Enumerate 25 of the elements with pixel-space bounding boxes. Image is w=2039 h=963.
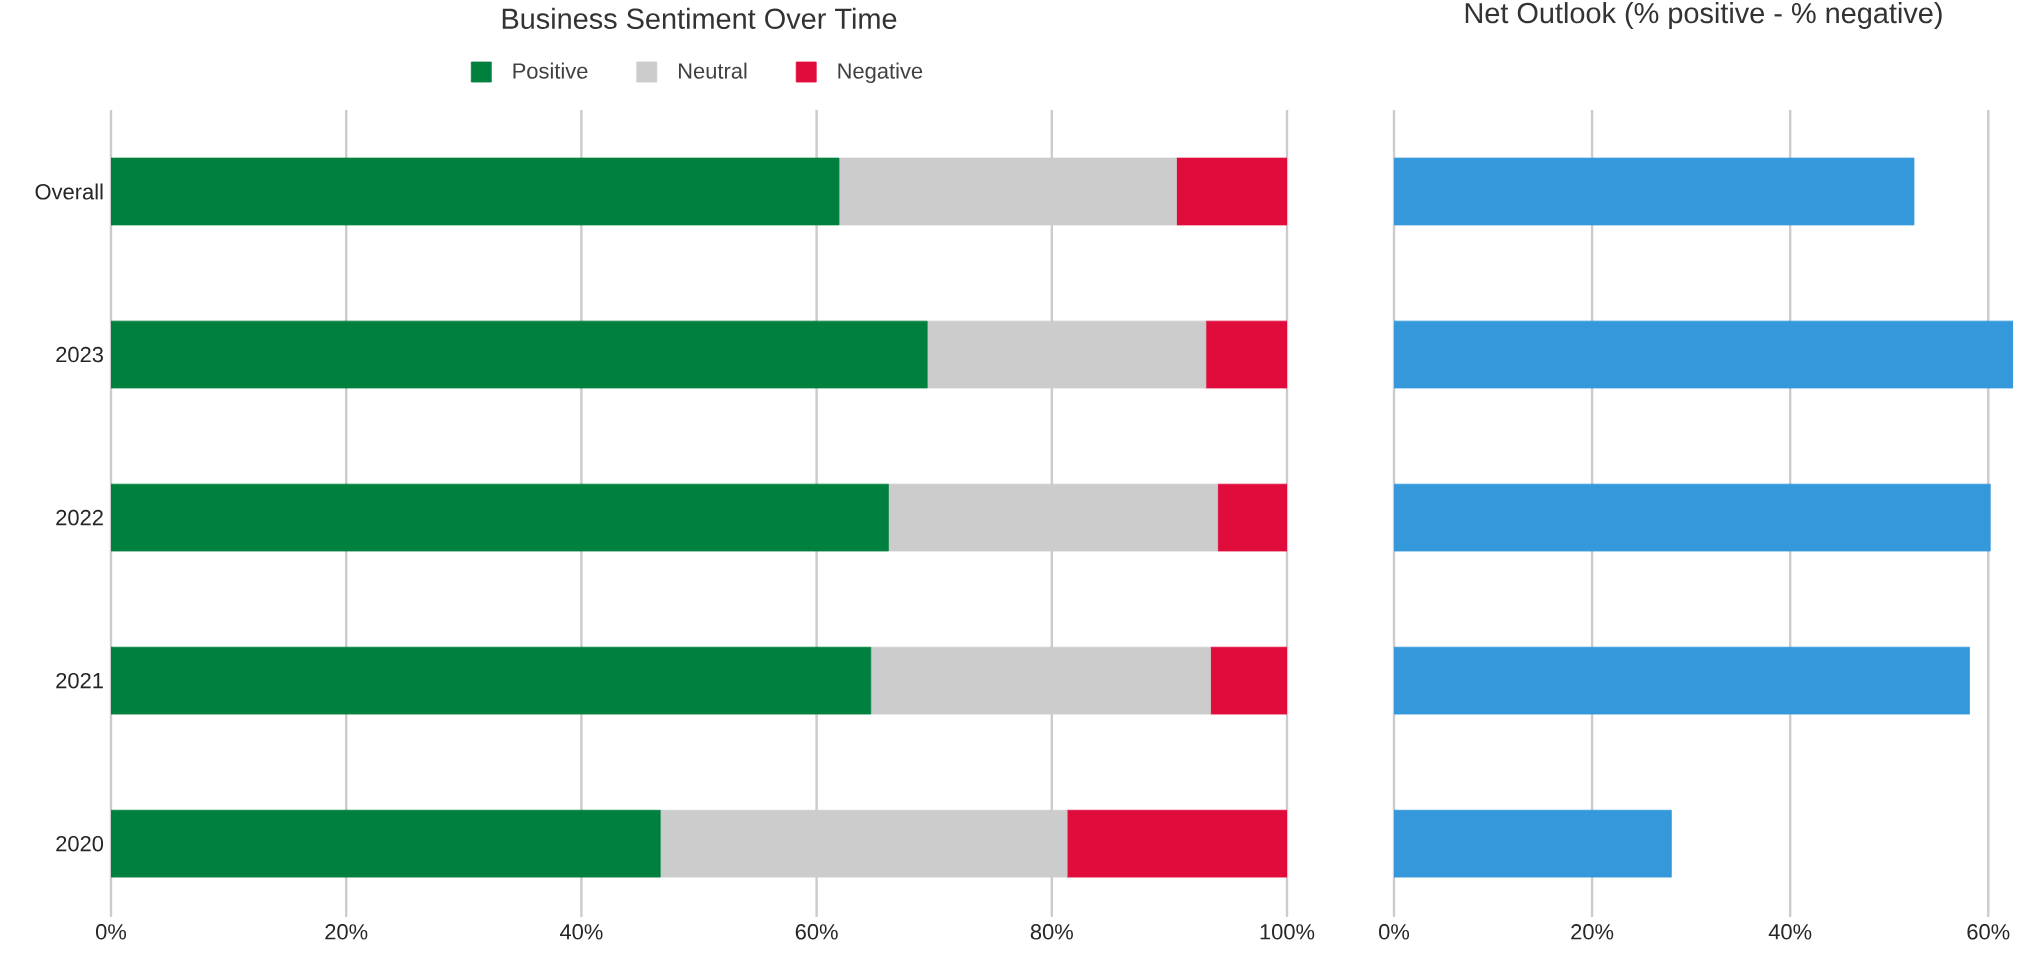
- x-tick-label: 40%: [559, 924, 603, 940]
- x-tick-label: 80%: [1030, 924, 1073, 940]
- bar: [887, 483, 1219, 552]
- legend-label: Neutral: [679, 62, 747, 79]
- x-tick-label: 40%: [1768, 924, 1812, 940]
- bar: [838, 157, 1177, 226]
- legend-label: Positive: [513, 62, 588, 79]
- y-tick-label: 2020: [56, 835, 104, 852]
- x-tick-label: 20%: [325, 924, 368, 940]
- x-tick-label: 100%: [1260, 924, 1315, 940]
- bar: [659, 809, 1068, 878]
- y-tick-label: 2021: [56, 672, 103, 689]
- x-tick-label: 0%: [96, 924, 127, 940]
- chart-title: Business Sentiment Over Time: [502, 7, 897, 29]
- chart-title: Net Outlook (% positive - % negative): [1465, 2, 1942, 30]
- x-tick-label: 20%: [1571, 924, 1614, 940]
- legend-label: Negative: [838, 62, 923, 83]
- y-tick-label: 2023: [56, 346, 103, 363]
- x-tick-label: 0%: [1379, 924, 1410, 940]
- x-tick-label: 60%: [1967, 924, 2010, 940]
- bar: [870, 646, 1211, 715]
- bar: [926, 320, 1207, 389]
- y-tick-label: Overall: [35, 183, 103, 200]
- x-tick-label: 60%: [795, 924, 838, 940]
- y-tick-label: 2022: [56, 509, 103, 526]
